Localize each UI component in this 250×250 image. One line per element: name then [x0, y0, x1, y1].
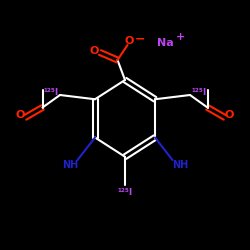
Text: NH: NH [62, 160, 78, 170]
Text: O: O [225, 110, 234, 120]
Text: O: O [124, 36, 134, 46]
Text: O: O [89, 46, 99, 56]
Text: ¹²⁵I: ¹²⁵I [44, 88, 59, 97]
Text: ¹²⁵I: ¹²⁵I [118, 188, 132, 197]
Text: +: + [176, 32, 185, 42]
Text: NH: NH [172, 160, 188, 170]
Text: ¹²⁵I: ¹²⁵I [191, 88, 206, 97]
Text: Na: Na [156, 38, 174, 48]
Text: −: − [135, 32, 145, 45]
Text: O: O [16, 110, 25, 120]
